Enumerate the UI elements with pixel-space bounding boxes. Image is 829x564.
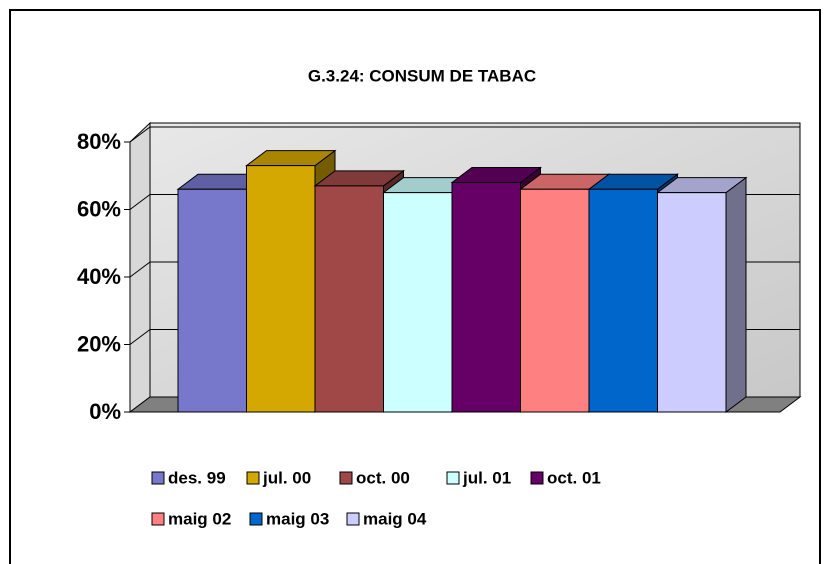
bar [657, 192, 727, 413]
legend-label: maig 04 [363, 509, 427, 528]
legend-swatch [446, 471, 460, 485]
legend-label: oct. 01 [547, 468, 601, 487]
legend-swatch [151, 512, 165, 526]
bar [314, 185, 384, 413]
legend-label: jul. 00 [262, 468, 311, 487]
grid-line [129, 329, 151, 345]
grid-line [129, 126, 151, 143]
y-tick-label: 20% [77, 331, 121, 356]
bar [588, 188, 658, 413]
side-wall [129, 121, 151, 413]
legend-swatch [530, 471, 544, 485]
legend-swatch [151, 471, 165, 485]
bar [383, 192, 453, 413]
chart-title: G.3.24: CONSUM DE TABAC [308, 66, 536, 85]
bar [246, 165, 316, 413]
grid-line [129, 261, 151, 278]
legend-label: des. 99 [168, 468, 226, 487]
legend-swatch [346, 512, 360, 526]
legend-swatch [246, 471, 260, 485]
bar [520, 188, 590, 413]
grid-line [129, 194, 151, 210]
legend-label: oct. 00 [356, 468, 410, 487]
bar-side [725, 176, 747, 413]
y-tick-label: 40% [77, 264, 121, 289]
frame [9, 9, 821, 564]
legend-label: jul. 01 [462, 468, 511, 487]
bar [177, 188, 247, 413]
y-tick-label: 0% [89, 399, 121, 424]
bar [451, 182, 521, 413]
y-tick-label: 60% [77, 196, 121, 221]
legend-label: maig 03 [266, 509, 329, 528]
legend-swatch [339, 471, 353, 485]
legend-swatch [249, 512, 263, 526]
y-tick-label: 80% [77, 129, 121, 154]
legend-label: maig 02 [168, 509, 231, 528]
